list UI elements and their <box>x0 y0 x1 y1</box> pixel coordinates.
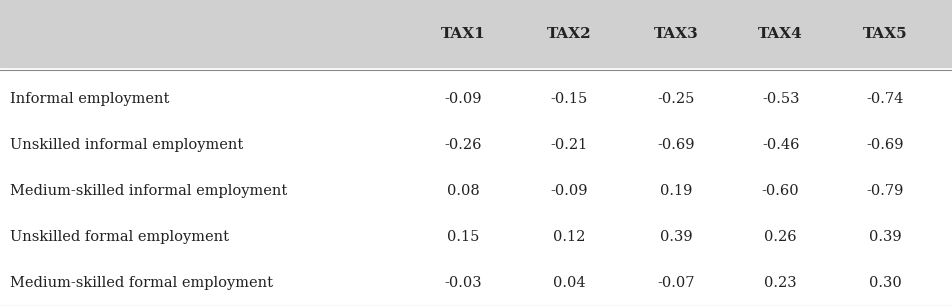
Text: -0.09: -0.09 <box>445 92 483 106</box>
Text: 0.15: 0.15 <box>447 230 480 244</box>
Text: -0.46: -0.46 <box>762 138 800 152</box>
Text: -0.15: -0.15 <box>550 92 588 106</box>
Text: 0.04: 0.04 <box>553 276 585 290</box>
Bar <box>0 214 952 260</box>
Text: -0.69: -0.69 <box>866 138 904 152</box>
Text: 0.30: 0.30 <box>869 276 902 290</box>
Bar <box>0 76 952 122</box>
Text: -0.21: -0.21 <box>550 138 588 152</box>
Text: TAX5: TAX5 <box>863 27 907 41</box>
Text: 0.08: 0.08 <box>447 184 480 198</box>
Text: 0.19: 0.19 <box>660 184 692 198</box>
Text: -0.07: -0.07 <box>657 276 695 290</box>
Text: TAX1: TAX1 <box>441 27 486 41</box>
Text: 0.26: 0.26 <box>764 230 797 244</box>
Text: -0.60: -0.60 <box>762 184 800 198</box>
Bar <box>0 122 952 168</box>
Text: -0.74: -0.74 <box>866 92 904 106</box>
Text: 0.39: 0.39 <box>660 230 692 244</box>
Text: 0.23: 0.23 <box>764 276 797 290</box>
Text: -0.26: -0.26 <box>445 138 483 152</box>
Text: -0.79: -0.79 <box>866 184 904 198</box>
Text: TAX2: TAX2 <box>547 27 591 41</box>
Bar <box>0 260 952 306</box>
Text: Medium-skilled informal employment: Medium-skilled informal employment <box>10 184 287 198</box>
Bar <box>0 0 952 67</box>
Text: -0.25: -0.25 <box>657 92 695 106</box>
Text: Informal employment: Informal employment <box>10 92 169 106</box>
Text: TAX3: TAX3 <box>653 27 699 41</box>
Text: -0.69: -0.69 <box>657 138 695 152</box>
Text: -0.03: -0.03 <box>445 276 483 290</box>
Bar <box>0 168 952 214</box>
Text: -0.09: -0.09 <box>550 184 588 198</box>
Text: Medium-skilled formal employment: Medium-skilled formal employment <box>10 276 272 290</box>
Text: Unskilled formal employment: Unskilled formal employment <box>10 230 228 244</box>
Text: 0.12: 0.12 <box>553 230 585 244</box>
Text: 0.39: 0.39 <box>869 230 902 244</box>
Text: Unskilled informal employment: Unskilled informal employment <box>10 138 243 152</box>
Text: -0.53: -0.53 <box>762 92 800 106</box>
Text: TAX4: TAX4 <box>758 27 803 41</box>
